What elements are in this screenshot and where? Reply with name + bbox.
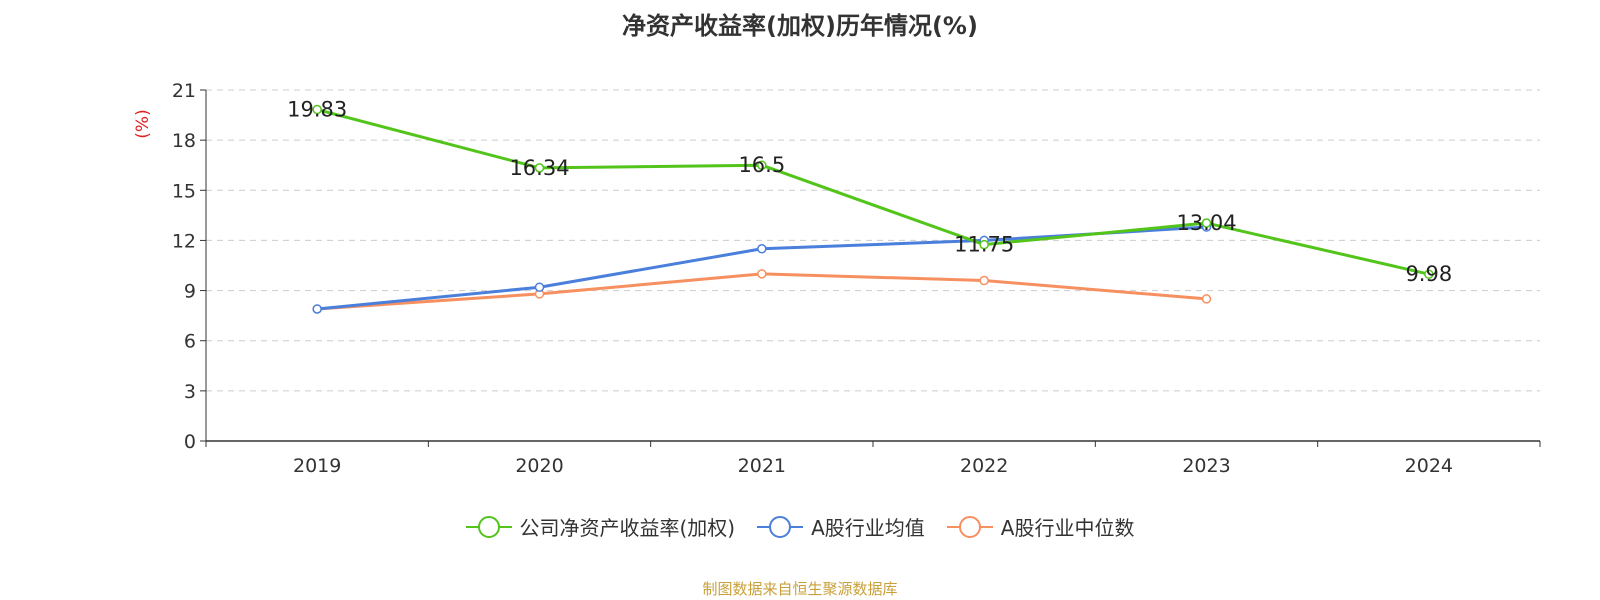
y-tick-label: 15 [172,180,196,202]
series-group [312,269,1212,314]
y-tick-label: 9 [184,281,196,303]
x-tick-label: 2020 [515,455,563,477]
legend-item[interactable]: A股行业均值 [757,512,925,541]
legend-marker-icon [946,515,993,538]
legend-marker-icon [465,515,512,538]
legend-marker-icon [757,515,804,538]
data-point [534,282,545,292]
y-tick-label: 12 [172,230,196,252]
y-tick-label: 6 [184,331,196,353]
data-label: 13.04 [1176,211,1236,235]
x-tick-label: 2024 [1405,455,1453,477]
series-group [312,104,1434,279]
x-tick-label: 2023 [1182,455,1230,477]
legend-item[interactable]: 公司净资产收益率(加权) [465,512,736,541]
data-point [757,160,767,170]
data-label: 9.98 [1405,262,1452,286]
x-tick-label: 2021 [738,455,786,477]
data-point [757,244,767,254]
data-label: 16.34 [509,156,569,180]
data-label: 11.75 [954,233,1014,257]
data-point [312,104,322,115]
series-line [316,108,1430,276]
x-tick-label: 2022 [960,455,1008,477]
data-point [979,275,989,286]
y-axis-label: (%) [133,109,153,138]
source-note: 制图数据来自恒生聚源数据库 [702,580,898,598]
data-point [1424,269,1434,279]
y-tick-label: 18 [172,130,196,152]
data-point [534,163,545,173]
y-tick-label: 3 [184,381,196,403]
y-tick-label: 0 [184,431,196,453]
series-lines [312,104,1434,314]
legend-label: 公司净资产收益率(加权) [519,516,736,540]
data-point [1201,218,1212,228]
legend-label: A股行业中位数 [1000,516,1135,540]
data-point [1201,294,1212,304]
chart-title: 净资产收益率(加权)历年情况(%) [622,12,978,40]
data-labels: 19.83 16.34 16.5 11.75 13.04 9.98 [287,98,1452,287]
legend: 公司净资产收益率(加权) A股行业均值 A股行业中位数 [0,512,1600,541]
data-point [757,269,767,279]
series-line [317,272,1207,311]
grid-lines [206,89,1540,392]
legend-item[interactable]: A股行业中位数 [946,512,1135,541]
x-tick-label: 2019 [293,455,341,477]
legend-label: A股行业均值 [811,516,925,540]
series-line [317,225,1207,311]
data-point [312,304,322,314]
data-label: 19.83 [287,98,347,122]
data-point [979,239,989,250]
axes: 0 3 6 9 12 15 18 21 2019 2020 2021 2022 2023 2024 [172,80,1541,477]
data-label: 16.5 [738,153,785,177]
y-tick-label: 21 [172,80,196,102]
